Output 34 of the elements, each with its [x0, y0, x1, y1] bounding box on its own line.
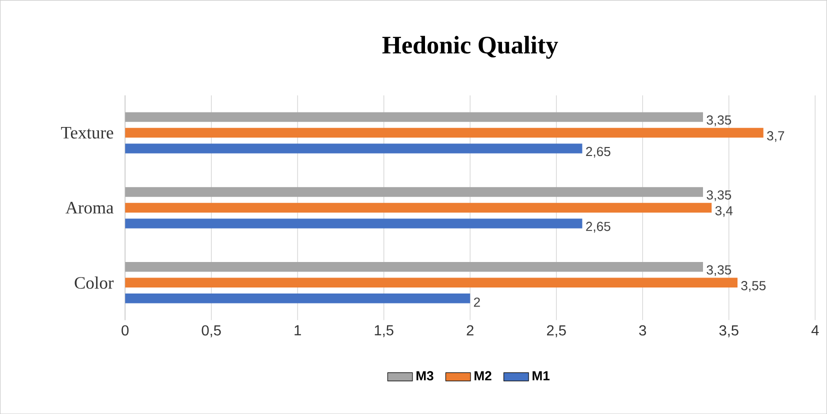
data-label: 3,35 — [706, 265, 732, 276]
bar — [125, 144, 582, 154]
bar — [125, 202, 712, 212]
x-tick-label: 0 — [122, 325, 129, 336]
x-tick-label: 0,5 — [202, 325, 221, 338]
legend-label: M1 — [532, 371, 550, 380]
x-tick-label: 4 — [811, 325, 819, 336]
y-tick-label: Color — [74, 276, 114, 289]
data-label: 3,55 — [741, 280, 766, 292]
bar — [125, 218, 582, 228]
bar — [125, 293, 470, 304]
bar — [125, 262, 704, 272]
x-tick-label: 2,5 — [547, 325, 566, 338]
data-label: 2,65 — [586, 222, 610, 233]
bar — [125, 128, 764, 138]
x-tick-label: 3,5 — [719, 325, 738, 338]
y-tick-label: Aroma — [66, 202, 114, 214]
x-tick-label: 3 — [639, 325, 646, 336]
x-tick-label: 1 — [294, 325, 301, 336]
chart-title: Hedonic Quality — [382, 36, 558, 59]
bar — [125, 112, 704, 122]
data-label: 3,35 — [706, 190, 732, 202]
x-tick-label: 2 — [466, 325, 474, 336]
legend-label: M3 — [416, 371, 434, 380]
bar — [125, 187, 704, 197]
x-tick-label: 1,5 — [374, 325, 394, 338]
bar — [125, 278, 738, 288]
data-label: 3,4 — [715, 206, 733, 217]
data-label: 2 — [474, 297, 480, 307]
data-label: 3,35 — [706, 115, 732, 126]
legend-label: M2 — [474, 371, 492, 380]
data-label: 2,65 — [586, 146, 610, 158]
y-tick-label: Texture — [61, 126, 114, 138]
data-label: 3,7 — [767, 131, 784, 142]
